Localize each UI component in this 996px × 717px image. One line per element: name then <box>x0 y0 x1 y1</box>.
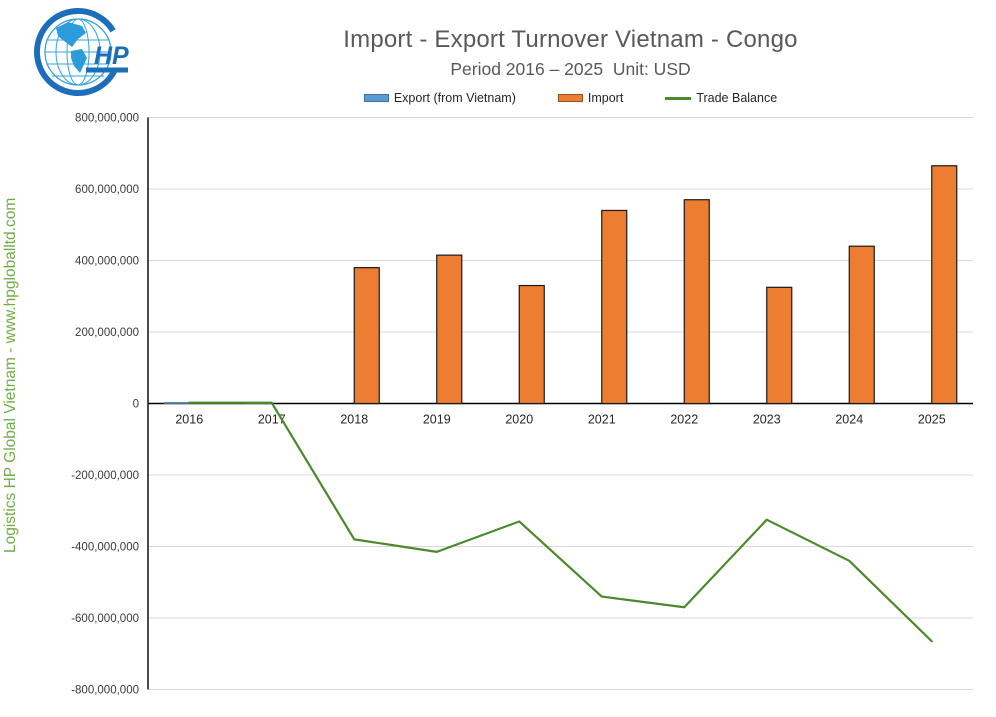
x-axis-label: 2024 <box>835 413 863 427</box>
x-axis-label: 2018 <box>340 413 368 427</box>
globe-icon <box>33 7 128 96</box>
y-axis-tick-label: 800,000,000 <box>75 113 139 125</box>
bar-import-2018 <box>353 267 380 405</box>
chart-legend: Export (from Vietnam) Import Trade Balan… <box>148 91 993 105</box>
x-axis-label: 2022 <box>670 413 698 427</box>
legend-swatch-trade-balance-icon <box>665 96 692 100</box>
legend-swatch-export-icon <box>363 94 389 102</box>
legend-item-export: Export (from Vietnam) <box>363 91 516 105</box>
y-axis-tick-label: 400,000,000 <box>75 256 139 268</box>
y-axis-tick-label: -400,000,000 <box>71 542 139 554</box>
hp-global-logo: HP <box>33 7 129 96</box>
y-axis-tick-label: -800,000,000 <box>71 685 139 697</box>
legend-label-export: Export (from Vietnam) <box>393 91 516 105</box>
trade-balance-line <box>188 401 933 643</box>
legend-swatch-import-icon <box>557 94 583 102</box>
bar-export-2016 <box>163 402 190 405</box>
x-axis-label: 2019 <box>423 413 451 427</box>
logo-monogram: HP <box>94 42 129 70</box>
legend-label-trade-balance: Trade Balance <box>696 91 778 105</box>
x-axis-label: 2020 <box>505 413 533 427</box>
y-axis-tick-label: -200,000,000 <box>71 470 139 482</box>
plot-area: 800,000,000 600,000,000 400,000,000 200,000… <box>71 113 973 697</box>
bar-import-2021 <box>601 209 628 405</box>
y-axis-tick-label: 600,000,000 <box>75 184 139 196</box>
bar-import-2020 <box>518 284 545 405</box>
y-axis-tick-label: -600,000,000 <box>71 613 139 625</box>
bar-import-2023 <box>766 286 793 405</box>
y-axis-tick-label: 0 <box>133 399 139 411</box>
legend-label-import: Import <box>587 91 624 105</box>
x-axis-label: 2023 <box>753 413 781 427</box>
bar-import-2019 <box>436 254 463 405</box>
x-axis-label: 2025 <box>918 413 946 427</box>
legend-item-trade-balance: Trade Balance <box>665 91 777 105</box>
bar-import-2025 <box>931 165 958 405</box>
chart-subtitle: Period 2016 – 2025 Unit: USD <box>450 59 691 79</box>
x-axis-label: 2021 <box>588 413 616 427</box>
legend-item-import: Import <box>557 91 624 105</box>
bar-import-2024 <box>848 245 875 405</box>
bar-import-2022 <box>683 199 710 405</box>
x-axis-label: 2016 <box>175 413 203 427</box>
y-axis-tick-label: 200,000,000 <box>75 327 139 339</box>
chart-title: Import - Export Turnover Vietnam - Congo <box>343 26 798 53</box>
